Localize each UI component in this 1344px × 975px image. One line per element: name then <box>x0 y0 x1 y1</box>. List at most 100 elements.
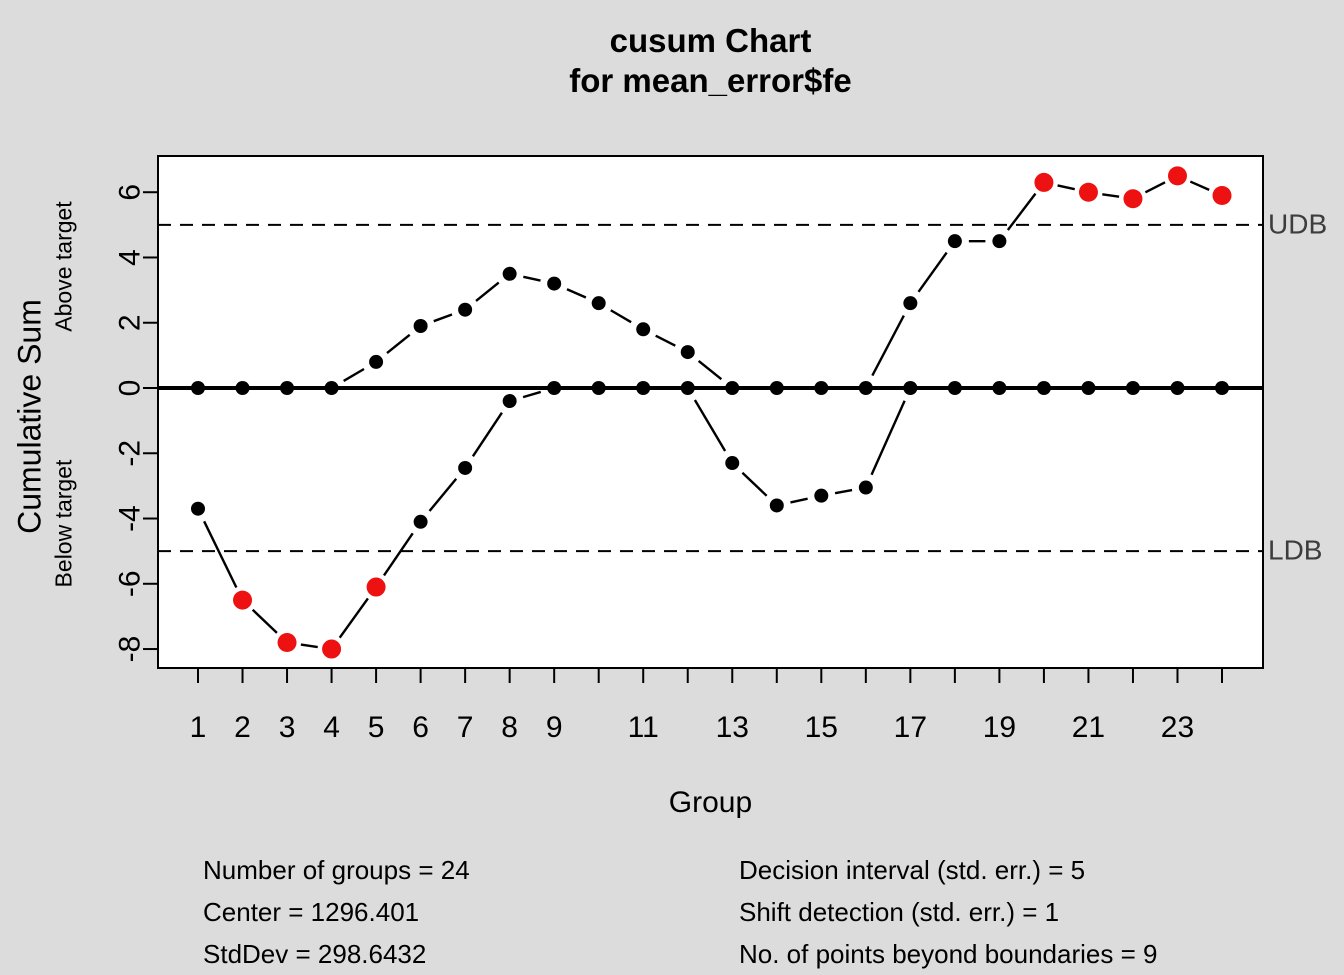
data-point-beyond-boundary <box>322 639 342 659</box>
x-tick-label: 2 <box>234 711 251 744</box>
data-point <box>502 394 517 409</box>
data-point-beyond-boundary <box>366 577 386 597</box>
plot-background <box>158 156 1263 668</box>
data-point <box>814 488 829 503</box>
series-segment <box>203 520 238 589</box>
chart-subtitle: for mean_error$fe <box>569 62 852 99</box>
series-segment <box>741 471 768 497</box>
data-point <box>636 322 651 337</box>
series-segment <box>790 497 808 504</box>
x-tick-label: 3 <box>279 711 296 744</box>
series-segment <box>343 367 365 382</box>
x-tick-label: 1 <box>190 711 207 744</box>
data-point-beyond-boundary <box>233 590 253 610</box>
data-point <box>903 296 918 311</box>
data-point-beyond-boundary <box>1212 185 1232 205</box>
y-tick-label: 2 <box>114 314 147 331</box>
x-tick-label: 4 <box>323 711 340 744</box>
data-point <box>1170 381 1185 395</box>
series-segment <box>870 400 906 476</box>
series-segment <box>386 333 411 355</box>
data-point-beyond-boundary <box>1167 166 1187 186</box>
summary-stats-right: Decision interval (std. err.) = 5 Shift … <box>739 849 1157 975</box>
stat-stddev: StdDev = 298.6432 <box>203 939 427 969</box>
y-tick-label: 6 <box>114 184 147 201</box>
y-tick-label: -6 <box>114 570 147 597</box>
x-tick-label: 5 <box>368 711 385 744</box>
series-segment <box>917 251 948 293</box>
x-tick-label: 6 <box>412 711 429 744</box>
data-point <box>1036 381 1051 395</box>
data-point <box>324 381 339 395</box>
series-segment <box>1057 184 1076 191</box>
data-point <box>191 501 205 516</box>
data-point <box>458 460 473 475</box>
y-tick-label: -8 <box>114 636 147 663</box>
data-point <box>591 296 606 311</box>
series-segment <box>693 399 727 452</box>
x-tick-label: 23 <box>1161 711 1194 744</box>
chart-title: cusum Chart <box>609 22 812 59</box>
data-point <box>725 456 740 471</box>
series-segment <box>1102 193 1120 198</box>
series-segment <box>338 597 369 639</box>
data-point <box>636 381 651 395</box>
data-point <box>992 381 1007 395</box>
data-point <box>725 381 740 395</box>
plot-border <box>157 155 1264 669</box>
data-point <box>1215 381 1230 395</box>
y-tick-label: -2 <box>114 440 147 467</box>
series-segment <box>697 359 723 381</box>
data-point-beyond-boundary <box>1034 172 1054 192</box>
data-point <box>680 345 695 360</box>
data-point <box>947 234 962 249</box>
data-point <box>502 266 517 281</box>
data-point <box>858 480 873 495</box>
data-point <box>413 514 428 529</box>
data-point <box>680 381 695 395</box>
x-tick-label: 7 <box>457 711 474 744</box>
series-segment <box>382 532 414 577</box>
series-segment <box>655 334 676 347</box>
data-point <box>413 319 428 334</box>
data-point <box>814 381 829 395</box>
stat-number-of-groups: Number of groups = 24 <box>203 855 470 885</box>
x-tick-label: 15 <box>805 711 838 744</box>
series-segment <box>475 281 500 302</box>
data-point <box>458 302 473 317</box>
y-tick-label: -4 <box>114 505 147 532</box>
x-tick-label: 8 <box>501 711 518 744</box>
stat-center: Center = 1296.401 <box>203 897 420 927</box>
data-point <box>280 381 295 395</box>
series-segment <box>1189 180 1210 191</box>
stat-shift-detection: Shift detection (std. err.) = 1 <box>739 897 1060 927</box>
summary-stats-left: Number of groups = 24 Center = 1296.401 … <box>203 849 470 975</box>
data-point <box>191 381 205 395</box>
data-point-beyond-boundary <box>1123 189 1143 209</box>
data-point-beyond-boundary <box>277 633 297 653</box>
series-segment <box>1144 181 1166 194</box>
series-segment <box>834 488 853 495</box>
series-segment <box>610 309 632 324</box>
data-point <box>369 354 384 369</box>
lower-boundary-label: LDB <box>1268 534 1323 566</box>
series-segment <box>300 643 318 649</box>
y-tick-label: 4 <box>114 249 147 266</box>
data-point <box>769 381 784 395</box>
series-segment <box>471 412 503 457</box>
series-segment <box>522 390 542 399</box>
stat-decision-interval: Decision interval (std. err.) = 5 <box>739 855 1086 885</box>
data-point <box>858 381 873 395</box>
x-tick-label: 17 <box>894 711 927 744</box>
series-segment <box>433 313 453 323</box>
series-segment <box>251 608 278 634</box>
series-segment <box>523 275 541 282</box>
series-segment <box>871 315 905 377</box>
data-point-beyond-boundary <box>1078 182 1098 202</box>
x-tick-label: 21 <box>1072 711 1105 744</box>
data-point <box>903 381 918 395</box>
data-point <box>1081 381 1096 395</box>
data-point <box>235 381 250 395</box>
series-segment <box>566 288 587 299</box>
